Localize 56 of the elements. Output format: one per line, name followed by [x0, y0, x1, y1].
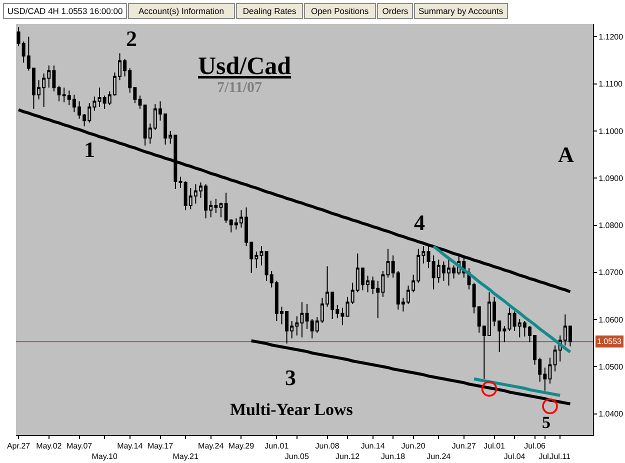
x-tick-label: May.24 — [198, 442, 224, 451]
y-tick-label: 1.0500 — [598, 362, 624, 372]
x-tick-label: May.02 — [36, 442, 62, 451]
x-tick-label: Jul. — [538, 452, 552, 461]
line-series — [472, 377, 562, 397]
y-tick-label: 1.0400 — [598, 410, 624, 419]
text: Orders — [382, 6, 408, 16]
line-series — [17, 108, 572, 294]
line-series — [432, 244, 572, 354]
x-tick-label: Jun.08 — [315, 442, 340, 451]
x-tick-label: Jun.01 — [264, 442, 290, 451]
x-tick-label: Jun.24 — [426, 452, 452, 461]
x-tick-label: May.14 — [117, 442, 144, 451]
annotation: A — [558, 142, 574, 167]
y-tick-label: 1.0900 — [598, 174, 624, 183]
candlestick — [178, 176, 182, 189]
candlestick — [508, 307, 512, 332]
y-tick-label: 1.1100 — [598, 80, 624, 89]
x-tick-label: May.17 — [147, 442, 174, 451]
x-tick-label: Jul.11 — [550, 452, 572, 461]
x-tick-label: Jul.01 — [484, 442, 506, 451]
x-tick-label: Jul.06 — [524, 442, 546, 451]
annotation: Multi-Year Lows — [230, 400, 354, 419]
text: Summary by Accounts — [418, 6, 504, 16]
annotation: 2 — [126, 26, 137, 51]
x-tick-label: May.29 — [228, 442, 255, 451]
x-tick-label: Jun.18 — [381, 452, 406, 461]
text: Usd/Cad — [198, 53, 292, 80]
x-tick-label: Jun.05 — [284, 452, 310, 461]
y-tick-label: 1.0600 — [598, 315, 624, 324]
annotation: 3 — [285, 365, 296, 390]
y-tick-label: 1.1200 — [598, 32, 624, 42]
text: Dealing Rates — [242, 6, 296, 16]
annotation: 1 — [84, 137, 95, 162]
x-tick-label: Jun.12 — [336, 452, 360, 461]
ref-line-label: 1.0553 — [597, 337, 622, 346]
y-tick-label: 1.1000 — [598, 126, 624, 136]
y-tick-label: 1.0700 — [598, 268, 624, 278]
candlestick — [219, 202, 223, 218]
candlestick — [426, 244, 430, 269]
annotation: 4 — [414, 210, 425, 235]
x-tick-label: May.10 — [92, 452, 118, 461]
text: 7/11/07 — [217, 80, 263, 96]
text: Account(s) Information — [138, 6, 224, 16]
x-tick-label: May.07 — [66, 442, 93, 451]
x-tick-label: May.21 — [172, 452, 199, 461]
x-tick-label: Apr.27 — [6, 442, 31, 451]
candlestick — [138, 95, 142, 110]
text: Open Positions — [310, 6, 369, 16]
x-tick-label: Jun.14 — [360, 442, 386, 451]
x-tick-label: Jul.04 — [504, 452, 526, 461]
x-tick-label: Jun.27 — [452, 442, 476, 451]
y-tick-label: 1.0800 — [598, 221, 624, 230]
text: USD/CAD 4H 1.0553 16:00:00 — [7, 6, 123, 16]
x-tick-label: Jun.20 — [401, 442, 426, 451]
annotation: 5 — [542, 413, 550, 432]
